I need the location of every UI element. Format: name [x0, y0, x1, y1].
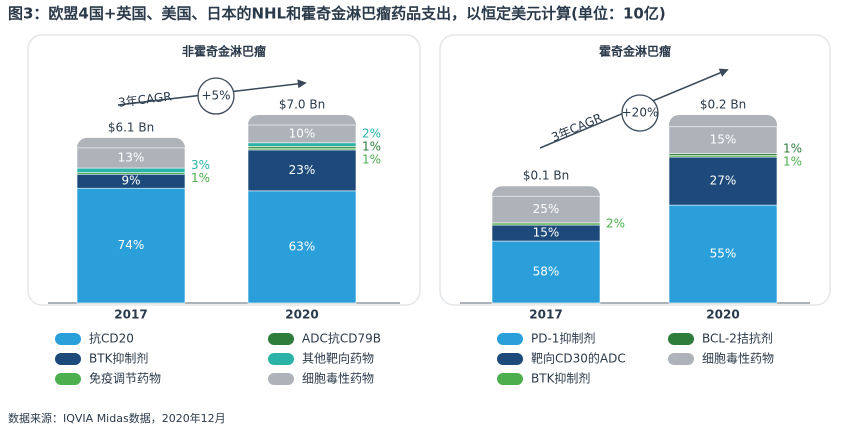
value-label-outside: 1%: [783, 154, 802, 168]
value-label: 23%: [289, 163, 316, 177]
legend-swatch: [497, 373, 523, 385]
legend-label: BTK抑制剂: [89, 351, 148, 366]
legend-swatch: [497, 353, 523, 365]
bar-segment: [76, 147, 186, 169]
panel: [439, 34, 831, 306]
value-label-outside: 1%: [191, 171, 210, 185]
bar-segment: [491, 195, 601, 224]
value-label: 27%: [710, 174, 737, 188]
value-label-outside: 2%: [606, 216, 625, 230]
panel-title: 非霍奇金淋巴瘤: [182, 44, 266, 59]
value-label: 63%: [289, 239, 316, 253]
value-label: 74%: [118, 238, 145, 252]
legend-label: BTK抑制剂: [531, 371, 590, 386]
legend-swatch: [55, 333, 81, 345]
cagr-circle: [621, 94, 659, 132]
value-label: 58%: [533, 265, 560, 279]
bar-segment: [668, 126, 778, 154]
legend-swatch: [55, 353, 81, 365]
cagr-label: 3年CAGR: [117, 89, 172, 109]
cagr-circle: [197, 77, 235, 115]
legend-swatch: [268, 333, 294, 345]
legend-label: 抗CD20: [89, 331, 134, 346]
legend-swatch: [268, 373, 294, 385]
legend-label: PD-1抑制剂: [531, 331, 595, 346]
cagr-label: 3年CAGR: [549, 111, 604, 145]
bar-segment: [247, 142, 357, 147]
value-label: 15%: [533, 226, 560, 240]
legend-swatch: [497, 333, 523, 345]
bar-segment: [491, 240, 601, 304]
value-label: 10%: [289, 126, 316, 140]
bar-segment: [76, 187, 186, 304]
legend-label: 细胞毒性药物: [302, 372, 374, 386]
legend-label: 靶向CD30的ADC: [531, 351, 626, 366]
page-title: 图3：欧盟4国+英国、美国、日本的NHL和霍奇金淋巴瘤药品支出，以恒定美元计算(…: [8, 5, 666, 23]
bar-segment: [76, 167, 186, 174]
cagr-value: +5%: [201, 89, 230, 103]
value-label-outside: 1%: [362, 152, 381, 166]
bar-segment: [247, 149, 357, 192]
x-tick-label: 2020: [285, 308, 318, 322]
legend-label: 其他靶向药物: [302, 351, 374, 366]
total-label: $6.1 Bn: [108, 120, 154, 134]
legend-label: 细胞毒性药物: [702, 352, 774, 366]
panel: [27, 34, 421, 306]
total-label: $0.2 Bn: [700, 98, 746, 112]
bar-segment: [491, 222, 601, 226]
legend-label: 免疫调节药物: [89, 371, 161, 386]
total-label: $0.1 Bn: [523, 169, 569, 183]
bar-segment: [247, 190, 357, 304]
bar-segment: [668, 204, 778, 304]
legend-swatch: [668, 333, 694, 345]
value-label-outside: 1%: [362, 139, 381, 153]
value-label: 15%: [710, 133, 737, 147]
x-tick-label: 2017: [529, 308, 562, 322]
panel-title: 霍奇金淋巴瘤: [599, 44, 671, 59]
legend-swatch: [55, 373, 81, 385]
bar-segment: [668, 156, 778, 206]
value-label: 55%: [710, 247, 737, 261]
x-tick-label: 2020: [706, 308, 739, 322]
value-label: 9%: [121, 174, 140, 188]
source: 数据来源：IQVIA Midas数据，2020年12月: [8, 411, 226, 425]
legend-swatch: [668, 353, 694, 365]
x-tick-label: 2017: [114, 308, 147, 322]
legend-label: ADC抗CD79B: [302, 331, 381, 346]
value-label-outside: 1%: [783, 141, 802, 155]
value-label: 13%: [118, 150, 145, 164]
cagr-value: +20%: [622, 106, 659, 120]
value-label: 25%: [533, 202, 560, 216]
legend-swatch: [268, 353, 294, 365]
value-label-outside: 3%: [191, 158, 210, 172]
legend-label: BCL-2拮抗剂: [702, 331, 773, 346]
value-label-outside: 2%: [362, 126, 381, 140]
total-label: $7.0 Bn: [279, 98, 325, 112]
bar-segment: [247, 124, 357, 144]
